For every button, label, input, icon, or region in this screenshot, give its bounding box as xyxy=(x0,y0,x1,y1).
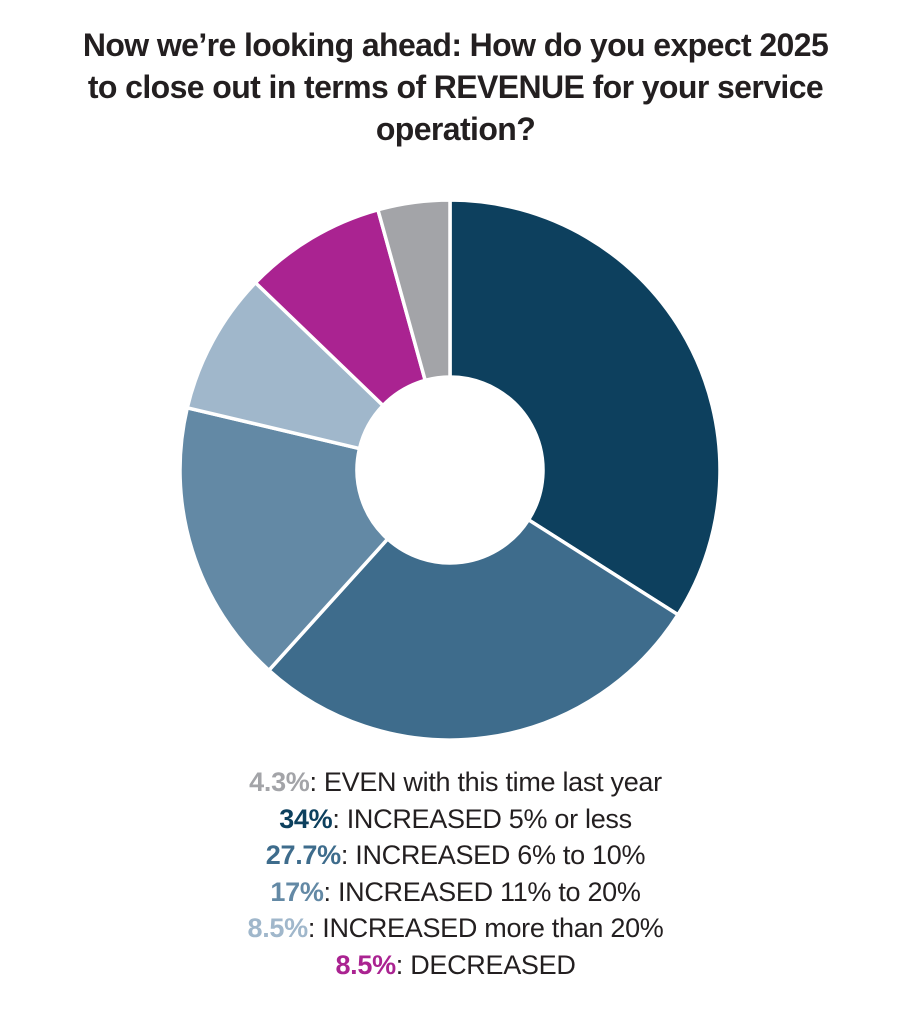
legend-percent: 8.5% xyxy=(335,949,396,980)
legend-item-increased-more-than-20: 8.5%: INCREASED more than 20% xyxy=(0,910,911,947)
donut-slice-increased-5-or-less xyxy=(448,198,722,618)
legend-item-even-with-this-time-last-year: 4.3%: EVEN with this time last year xyxy=(0,764,911,801)
legend-item-increased-11-to-20: 17%: INCREASED 11% to 20% xyxy=(0,874,911,911)
legend-item-increased-5-or-less: 34%: INCREASED 5% or less xyxy=(0,801,911,838)
legend-label: : DECREASED xyxy=(395,949,576,980)
legend-label: : INCREASED 11% to 20% xyxy=(323,876,641,907)
chart-title-line-3: operation? xyxy=(375,111,536,147)
chart-legend: 4.3%: EVEN with this time last year 34%: … xyxy=(0,764,911,983)
chart-title: Now we’re looking ahead: How do you expe… xyxy=(20,24,891,150)
legend-label: : INCREASED 5% or less xyxy=(332,803,632,834)
legend-percent: 8.5% xyxy=(247,913,309,943)
donut-slice-increased-6-to-10 xyxy=(266,517,681,742)
legend-label: : INCREASED 6% to 10% xyxy=(340,840,646,870)
legend-percent: 27.7% xyxy=(265,840,341,870)
chart-title-line-1: Now we’re looking ahead: How do you expe… xyxy=(82,27,829,63)
legend-percent: 34% xyxy=(279,803,333,834)
legend-label: : INCREASED more than 20% xyxy=(307,913,664,943)
chart-title-line-2: to close out in terms of REVENUE for you… xyxy=(87,69,824,105)
legend-percent: 4.3% xyxy=(249,767,310,797)
legend-item-decreased: 8.5%: DECREASED xyxy=(0,947,911,984)
donut-slice-increased-11-to-20 xyxy=(178,405,391,673)
legend-label: : EVEN with this time last year xyxy=(309,767,663,797)
legend-percent: 17% xyxy=(270,876,324,907)
legend-item-increased-6-to-10: 27.7%: INCREASED 6% to 10% xyxy=(0,837,911,874)
donut-slice-even-with-this-time-last-year xyxy=(375,198,452,383)
